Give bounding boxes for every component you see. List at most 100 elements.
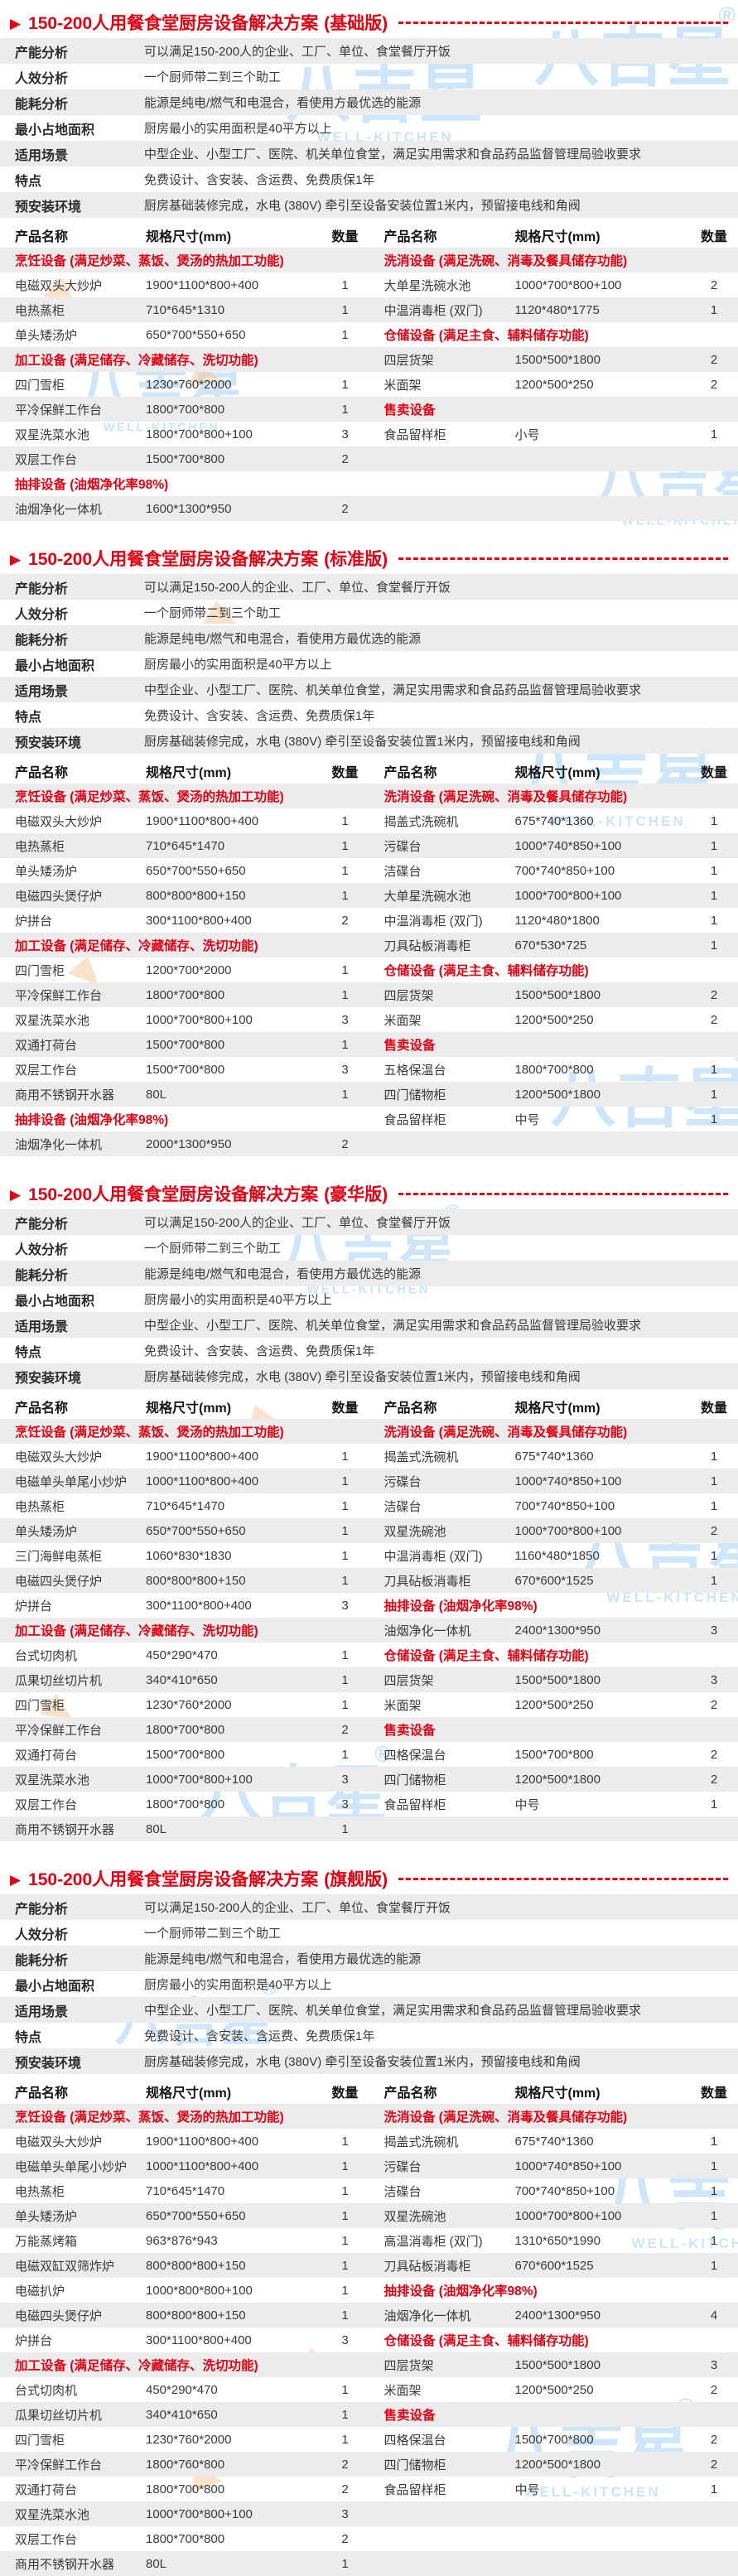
analysis-label: 人效分析 [15, 607, 69, 622]
equipment-table-left: 产品名称 规格尺寸(mm) 数量 烹饪设备 (满足炒菜、蒸饭、煲汤的热加工功能) 电磁双… [0, 223, 369, 521]
equipment-spec: 340*410*650 [146, 2407, 218, 2422]
analysis-value: 可以满足150-200人的企业、工厂、单位、食堂餐厅开饭 [144, 581, 451, 595]
col-header-qty: 数量 [331, 1401, 359, 1416]
equipment-spec: 1000*740*850+100 [514, 2159, 622, 2173]
equipment-spec: 1000*700*800+100 [146, 1012, 253, 1027]
equipment-qty: 3 [341, 2332, 349, 2347]
equipment-name: 双通打荷台 [15, 2482, 78, 2497]
equipment-name: 炉拼台 [15, 914, 53, 929]
equipment-qty: 2 [710, 377, 718, 392]
equipment-spec: 1000*700*800+100 [146, 1772, 253, 1787]
equipment-spec: 1000*740*850+100 [514, 1474, 622, 1488]
analysis-value: 一个厨师带二到三个助工 [144, 1242, 282, 1256]
equipment-qty: 1 [710, 2183, 718, 2198]
equipment-name: 双层工作台 [15, 1063, 78, 1078]
equipment-row: 双星洗碗池 1000*700*800+100 1 [369, 2203, 738, 2228]
category-row: 抽排设备 (油烟净化率98%) [369, 1593, 738, 1618]
equipment-row: 油烟净化一体机 2400*1300*950 4 [369, 2303, 738, 2328]
equipment-name: 平冷保鲜工作台 [15, 1723, 103, 1738]
dashed-line-decoration [398, 21, 728, 24]
equipment-spec: 1800*700*800 [146, 987, 225, 1002]
equipment-spec: 1120*480*1775 [514, 302, 600, 317]
equipment-qty: 1 [710, 427, 718, 441]
equipment-qty: 1 [710, 1573, 718, 1588]
analysis-value: 免费设计、含安装、含运费、免费质保1年 [144, 1344, 375, 1358]
equipment-qty: 2 [710, 277, 718, 292]
equipment-name: 双层工作台 [15, 2532, 78, 2547]
equipment-row: 电磁四头煲仔炉 800*800*800+150 1 [0, 883, 369, 908]
equipment-row: 四门储物柜 1200*500*1800 2 [369, 1767, 738, 1792]
equipment-name: 电磁单头单尾小炒炉 [15, 1474, 128, 1489]
analysis-row: 最小占地面积 厨房最小的实用面积是40平方以上 [0, 1286, 738, 1312]
equipment-row: 四层货架 1500*500*1800 3 [369, 2352, 738, 2377]
equipment-qty: 2 [710, 2457, 718, 2472]
section-title-variant: (标准版) [324, 550, 388, 569]
equipment-name: 万能蒸烤箱 [15, 2234, 78, 2249]
equipment-name: 电热蒸柜 [15, 303, 65, 318]
equipment-qty: 1 [341, 987, 349, 1002]
equipment-qty: 3 [341, 2506, 349, 2521]
analysis-label: 预安装环境 [15, 2056, 82, 2071]
category-label: 抽排设备 (油烟净化率98%) [383, 1599, 538, 1614]
equipment-spec: 650*700*550+650 [146, 2208, 246, 2223]
equipment-spec: 800*800*800+150 [146, 1573, 246, 1588]
equipment-name: 双层工作台 [15, 452, 78, 467]
analysis-label: 适用场景 [15, 684, 69, 699]
equipment-qty: 1 [341, 1548, 349, 1563]
equipment-spec: 1120*480*1800 [514, 913, 600, 928]
equipment-spec: 800*800*800+150 [146, 2258, 246, 2273]
analysis-block: 产能分析 可以满足150-200人的企业、工厂、单位、食堂餐厅开饭 人效分析 一个厨师… [0, 1894, 738, 2074]
equipment-spec: 1500*700*800 [514, 2432, 594, 2447]
equipment-qty: 1 [710, 888, 718, 903]
equipment-name: 揭盖式洗碗机 [383, 1450, 459, 1464]
section-title: ▶ 150-200人用餐食堂厨房设备解决方案 (标准版) [0, 543, 738, 574]
table-header-row: 产品名称 规格尺寸(mm) 数量 [0, 223, 369, 248]
equipment-row: 平冷保鲜工作台 1800*760*800 2 [0, 2452, 369, 2477]
equipment-row: 刀具砧板消毒柜 670*530*725 1 [369, 933, 738, 958]
analysis-label: 适用场景 [15, 148, 69, 163]
equipment-name: 双星洗菜水池 [15, 427, 90, 442]
equipment-qty: 1 [341, 2556, 349, 2571]
equipment-spec: 2400*1300*950 [514, 2308, 601, 2323]
equipment-qty: 1 [341, 277, 349, 292]
empty-row [369, 1816, 738, 1841]
equipment-spec: 710*645*1310 [146, 302, 225, 317]
col-header-qty: 数量 [331, 2086, 359, 2101]
equipment-qty: 1 [710, 1498, 718, 1513]
equipment-row: 四格保温台 1500*700*800 2 [369, 1742, 738, 1767]
equipment-row: 炉拼台 300*1100*800+400 3 [0, 2328, 369, 2352]
equipment-name: 台式切肉机 [15, 1648, 78, 1663]
equipment-spec: 2000*1300*950 [146, 1136, 232, 1151]
equipment-row: 五格保温台 1800*700*800 1 [369, 1057, 738, 1082]
equipment-row: 刀具砧板消毒柜 670*600*1525 1 [369, 2253, 738, 2278]
equipment-qty: 1 [710, 302, 718, 317]
equipment-row: 电热蒸柜 710*645*1470 1 [0, 2178, 369, 2203]
equipment-spec: 675*740*1360 [514, 1449, 594, 1464]
col-header-name: 产品名称 [383, 2086, 437, 2101]
analysis-row: 产能分析 可以满足150-200人的企业、工厂、单位、食堂餐厅开饭 [0, 1894, 738, 1920]
category-row: 烹饪设备 (满足炒菜、蒸饭、煲汤的热加工功能) [0, 784, 369, 808]
equipment-qty: 1 [341, 2308, 349, 2323]
equipment-qty: 1 [341, 1037, 349, 1052]
equipment-spec: 1500*700*800 [514, 1747, 594, 1762]
analysis-row: 特点 免费设计、含安装、含运费、免费质保1年 [0, 1338, 738, 1363]
equipment-name: 平冷保鲜工作台 [15, 2458, 103, 2472]
equipment-name: 食品留样柜 [383, 1112, 446, 1127]
equipment-qty: 1 [341, 2258, 349, 2273]
analysis-row: 能耗分析 能源是纯电/燃气和电混合，看使用方最优选的能源 [0, 1946, 738, 1971]
equipment-row: 中温消毒柜 (双门) 1120*480*1800 1 [369, 908, 738, 933]
equipment-spec: 1200*700*2000 [146, 962, 232, 977]
equipment-name: 油烟净化一体机 [15, 502, 103, 517]
section-arrow-icon: ▶ [10, 1871, 22, 1888]
equipment-qty: 1 [341, 813, 349, 828]
equipment-qty: 2 [341, 451, 349, 466]
equipment-row: 双通打荷台 1500*700*800 1 [0, 1742, 369, 1767]
equipment-spec: 670*600*1525 [514, 2258, 594, 2273]
equipment-name: 四门储物柜 [383, 1773, 446, 1787]
equipment-qty: 2 [710, 1523, 718, 1538]
equipment-qty: 1 [710, 1797, 718, 1811]
equipment-tables: 产品名称 规格尺寸(mm) 数量 烹饪设备 (满足炒菜、蒸饭、煲汤的热加工功能) 电磁双… [0, 223, 738, 521]
equipment-row: 台式切肉机 450*290*470 1 [0, 2377, 369, 2402]
col-header-name: 产品名称 [15, 1401, 69, 1416]
category-label: 仓储设备 (满足主食、辅料储存功能) [383, 1649, 589, 1663]
